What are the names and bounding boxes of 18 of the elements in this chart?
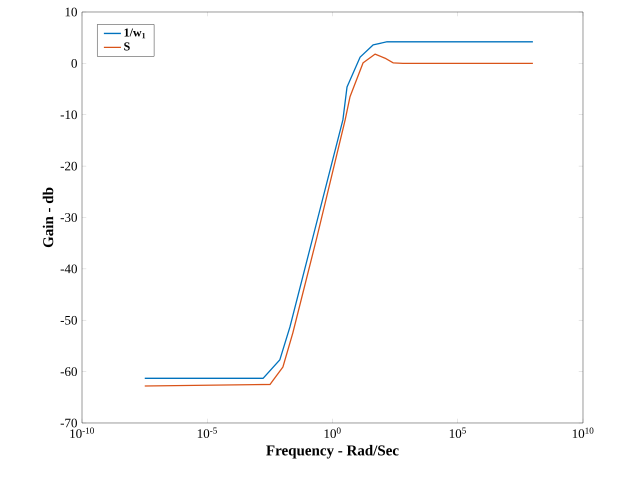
y-tick-label: -30 <box>60 213 77 222</box>
y-tick-label: -60 <box>60 367 77 376</box>
y-tick-label: -50 <box>60 316 77 325</box>
y-tick-label: 0 <box>71 58 77 68</box>
x-tick-label: 10$^{0}$ <box>324 428 341 438</box>
y-tick-label: 10 <box>66 8 77 16</box>
legend-label: 1/w$_{1}$ <box>124 28 146 38</box>
x-tick-label: 10$^{10}$ <box>572 428 594 438</box>
y-tick-label: -20 <box>60 162 77 170</box>
y-tick-label: -70 <box>60 418 77 428</box>
x-axis-title: Frequency - Rad/Sec <box>266 444 399 459</box>
x-tick-label: 10$^{-5}$ <box>198 428 217 438</box>
y-tick-label: -40 <box>60 264 77 274</box>
x-tick-label: 10$^{-10}$ <box>70 428 94 438</box>
legend-label: S <box>124 42 130 50</box>
y-tick-label: -10 <box>60 110 77 120</box>
y-axis-title: Gain - db <box>42 188 54 248</box>
x-tick-label: 10$^{5}$ <box>450 428 466 438</box>
